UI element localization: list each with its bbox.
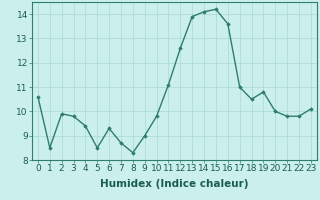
X-axis label: Humidex (Indice chaleur): Humidex (Indice chaleur) bbox=[100, 179, 249, 189]
